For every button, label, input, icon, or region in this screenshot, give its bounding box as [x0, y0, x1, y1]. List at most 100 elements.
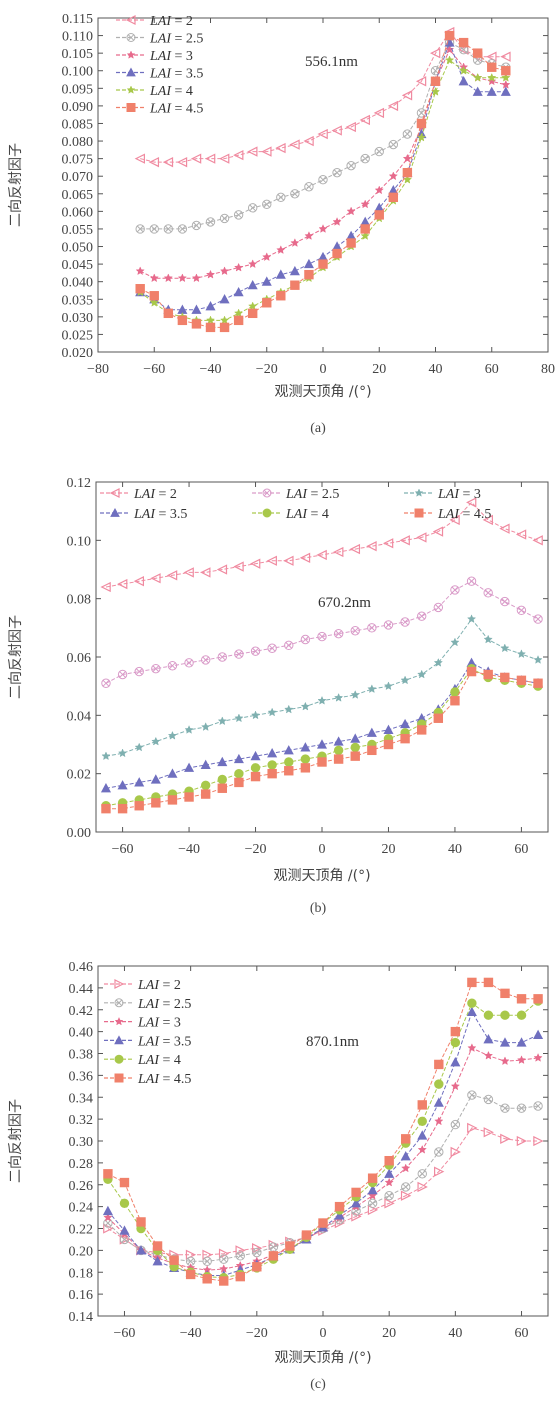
series-line: [139, 59, 506, 321]
series-lai3: [101, 614, 543, 761]
data-point: [149, 224, 159, 234]
legend-label: LAI = 3.5: [133, 507, 187, 522]
data-point: [135, 266, 145, 276]
data-point: [219, 322, 230, 333]
data-point: [401, 90, 413, 101]
data-point: [252, 1262, 262, 1272]
x-tick-label: −20: [245, 842, 267, 857]
data-point: [247, 203, 258, 213]
legend-marker: [126, 50, 136, 59]
data-point: [516, 1103, 527, 1113]
x-tick-label: −20: [246, 1326, 268, 1341]
x-tick-label: 20: [372, 362, 386, 377]
data-point: [303, 258, 314, 269]
y-tick-label: 0.08: [67, 593, 92, 608]
data-point: [119, 1177, 130, 1188]
data-point: [417, 1169, 427, 1179]
data-point: [368, 1190, 378, 1200]
data-point: [250, 771, 261, 782]
data-point: [417, 611, 427, 621]
data-point: [417, 1130, 428, 1140]
data-point: [247, 308, 258, 319]
data-point: [163, 224, 174, 234]
y-tick-label: 0.18: [69, 1266, 94, 1281]
y-tick-label: 0.34: [69, 1091, 94, 1106]
legend-marker: [414, 488, 424, 497]
legend-marker: [109, 488, 120, 498]
legend-item: LAI = 4.5: [116, 102, 203, 117]
y-tick-label: 0.12: [67, 476, 92, 491]
data-point: [402, 153, 412, 163]
data-point: [487, 72, 497, 82]
y-tick-label: 0.30: [69, 1135, 94, 1150]
data-point: [284, 766, 294, 776]
data-point: [516, 994, 527, 1004]
data-point: [250, 763, 261, 773]
data-point: [267, 760, 277, 770]
y-tick-label: 0.045: [62, 258, 94, 273]
data-point: [500, 1103, 510, 1113]
data-point: [250, 750, 261, 761]
data-point: [483, 669, 493, 680]
data-point: [267, 747, 278, 758]
y-tick-label: 0.24: [69, 1201, 94, 1216]
y-tick-label: 0.055: [62, 223, 94, 238]
data-point: [500, 51, 511, 62]
x-axis-label: 观测天顶角 /(°): [274, 384, 371, 400]
legend-marker: [126, 103, 136, 112]
data-point: [483, 634, 493, 644]
data-point: [346, 206, 356, 216]
y-tick-label: 0.22: [69, 1223, 94, 1238]
data-point: [334, 1201, 345, 1212]
y-tick-label: 0.060: [62, 205, 94, 220]
y-tick-label: 0.14: [69, 1310, 94, 1325]
data-point: [450, 1026, 461, 1037]
y-tick-label: 0.36: [69, 1069, 94, 1084]
data-point: [149, 291, 159, 301]
data-point: [101, 678, 111, 688]
legend-marker: [125, 15, 136, 25]
data-point: [459, 65, 469, 75]
y-tick-label: 0.100: [62, 65, 94, 80]
data-point: [276, 245, 286, 254]
data-point: [234, 777, 244, 788]
legend-label: LAI = 4.5: [437, 507, 491, 522]
legend-marker: [110, 507, 120, 517]
data-point: [333, 546, 344, 558]
data-point: [374, 146, 384, 157]
data-point: [516, 1010, 527, 1020]
data-point: [300, 754, 311, 764]
data-point: [350, 742, 360, 753]
data-point: [117, 803, 128, 814]
wavelength-annotation: 870.1nm: [306, 1034, 359, 1050]
y-axis-label: 二向反射因子: [8, 615, 24, 699]
legend-item: LAI = 3: [116, 49, 193, 64]
data-point: [149, 297, 159, 307]
data-point: [117, 748, 128, 758]
data-point: [401, 1134, 411, 1144]
y-tick-label: 0.105: [62, 47, 94, 62]
data-point: [450, 696, 460, 706]
data-point: [135, 284, 145, 294]
x-tick-label: 40: [448, 842, 462, 857]
data-point: [500, 86, 511, 96]
data-point: [433, 602, 444, 613]
data-point: [100, 782, 112, 793]
x-tick-label: 20: [381, 842, 395, 857]
data-point: [151, 798, 161, 808]
legend-item: LAI = 2.5: [252, 487, 339, 502]
series-lai2: [100, 497, 543, 593]
data-point: [500, 1010, 510, 1020]
data-point: [388, 139, 399, 150]
data-point: [466, 666, 477, 677]
data-point: [467, 1090, 477, 1100]
data-point: [299, 552, 311, 564]
data-point: [434, 1059, 444, 1070]
data-point: [417, 725, 427, 735]
data-point: [205, 315, 216, 325]
data-point: [388, 192, 399, 203]
legend-marker: [114, 1035, 124, 1045]
data-point: [400, 1151, 411, 1161]
x-tick-label: 0: [319, 842, 326, 857]
series-line: [105, 662, 539, 789]
